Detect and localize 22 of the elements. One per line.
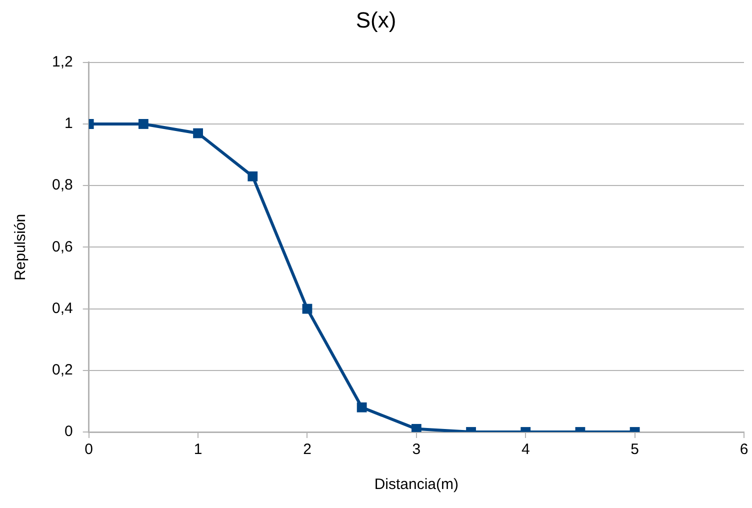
chart-title: S(x) <box>356 7 396 32</box>
y-tick-label: 0 <box>64 423 73 440</box>
x-tick-label: 1 <box>194 441 202 458</box>
x-tick-label: 2 <box>303 441 312 458</box>
x-tick-label: 4 <box>521 441 530 458</box>
point <box>193 128 203 138</box>
point <box>302 304 312 314</box>
y-axis-title: Repulsión <box>12 214 30 281</box>
x-tick-label: 3 <box>412 441 421 458</box>
point <box>248 171 258 182</box>
y-tick-label: 1,2 <box>52 54 73 71</box>
x-tick-label: 5 <box>630 441 639 458</box>
x-tick-label: 0 <box>84 441 94 458</box>
point <box>411 424 422 432</box>
y-tick-label: 0,6 <box>52 238 73 256</box>
y-tick-label: 0,2 <box>52 362 73 379</box>
y-tick-label: 1 <box>64 115 73 132</box>
y-tick-label: 0,8 <box>52 176 73 194</box>
y-tick-label: 0,4 <box>52 300 73 317</box>
x-tick-label: 6 <box>740 441 748 458</box>
point <box>138 119 148 129</box>
x-axis-title: Distancia(m) <box>374 476 459 494</box>
